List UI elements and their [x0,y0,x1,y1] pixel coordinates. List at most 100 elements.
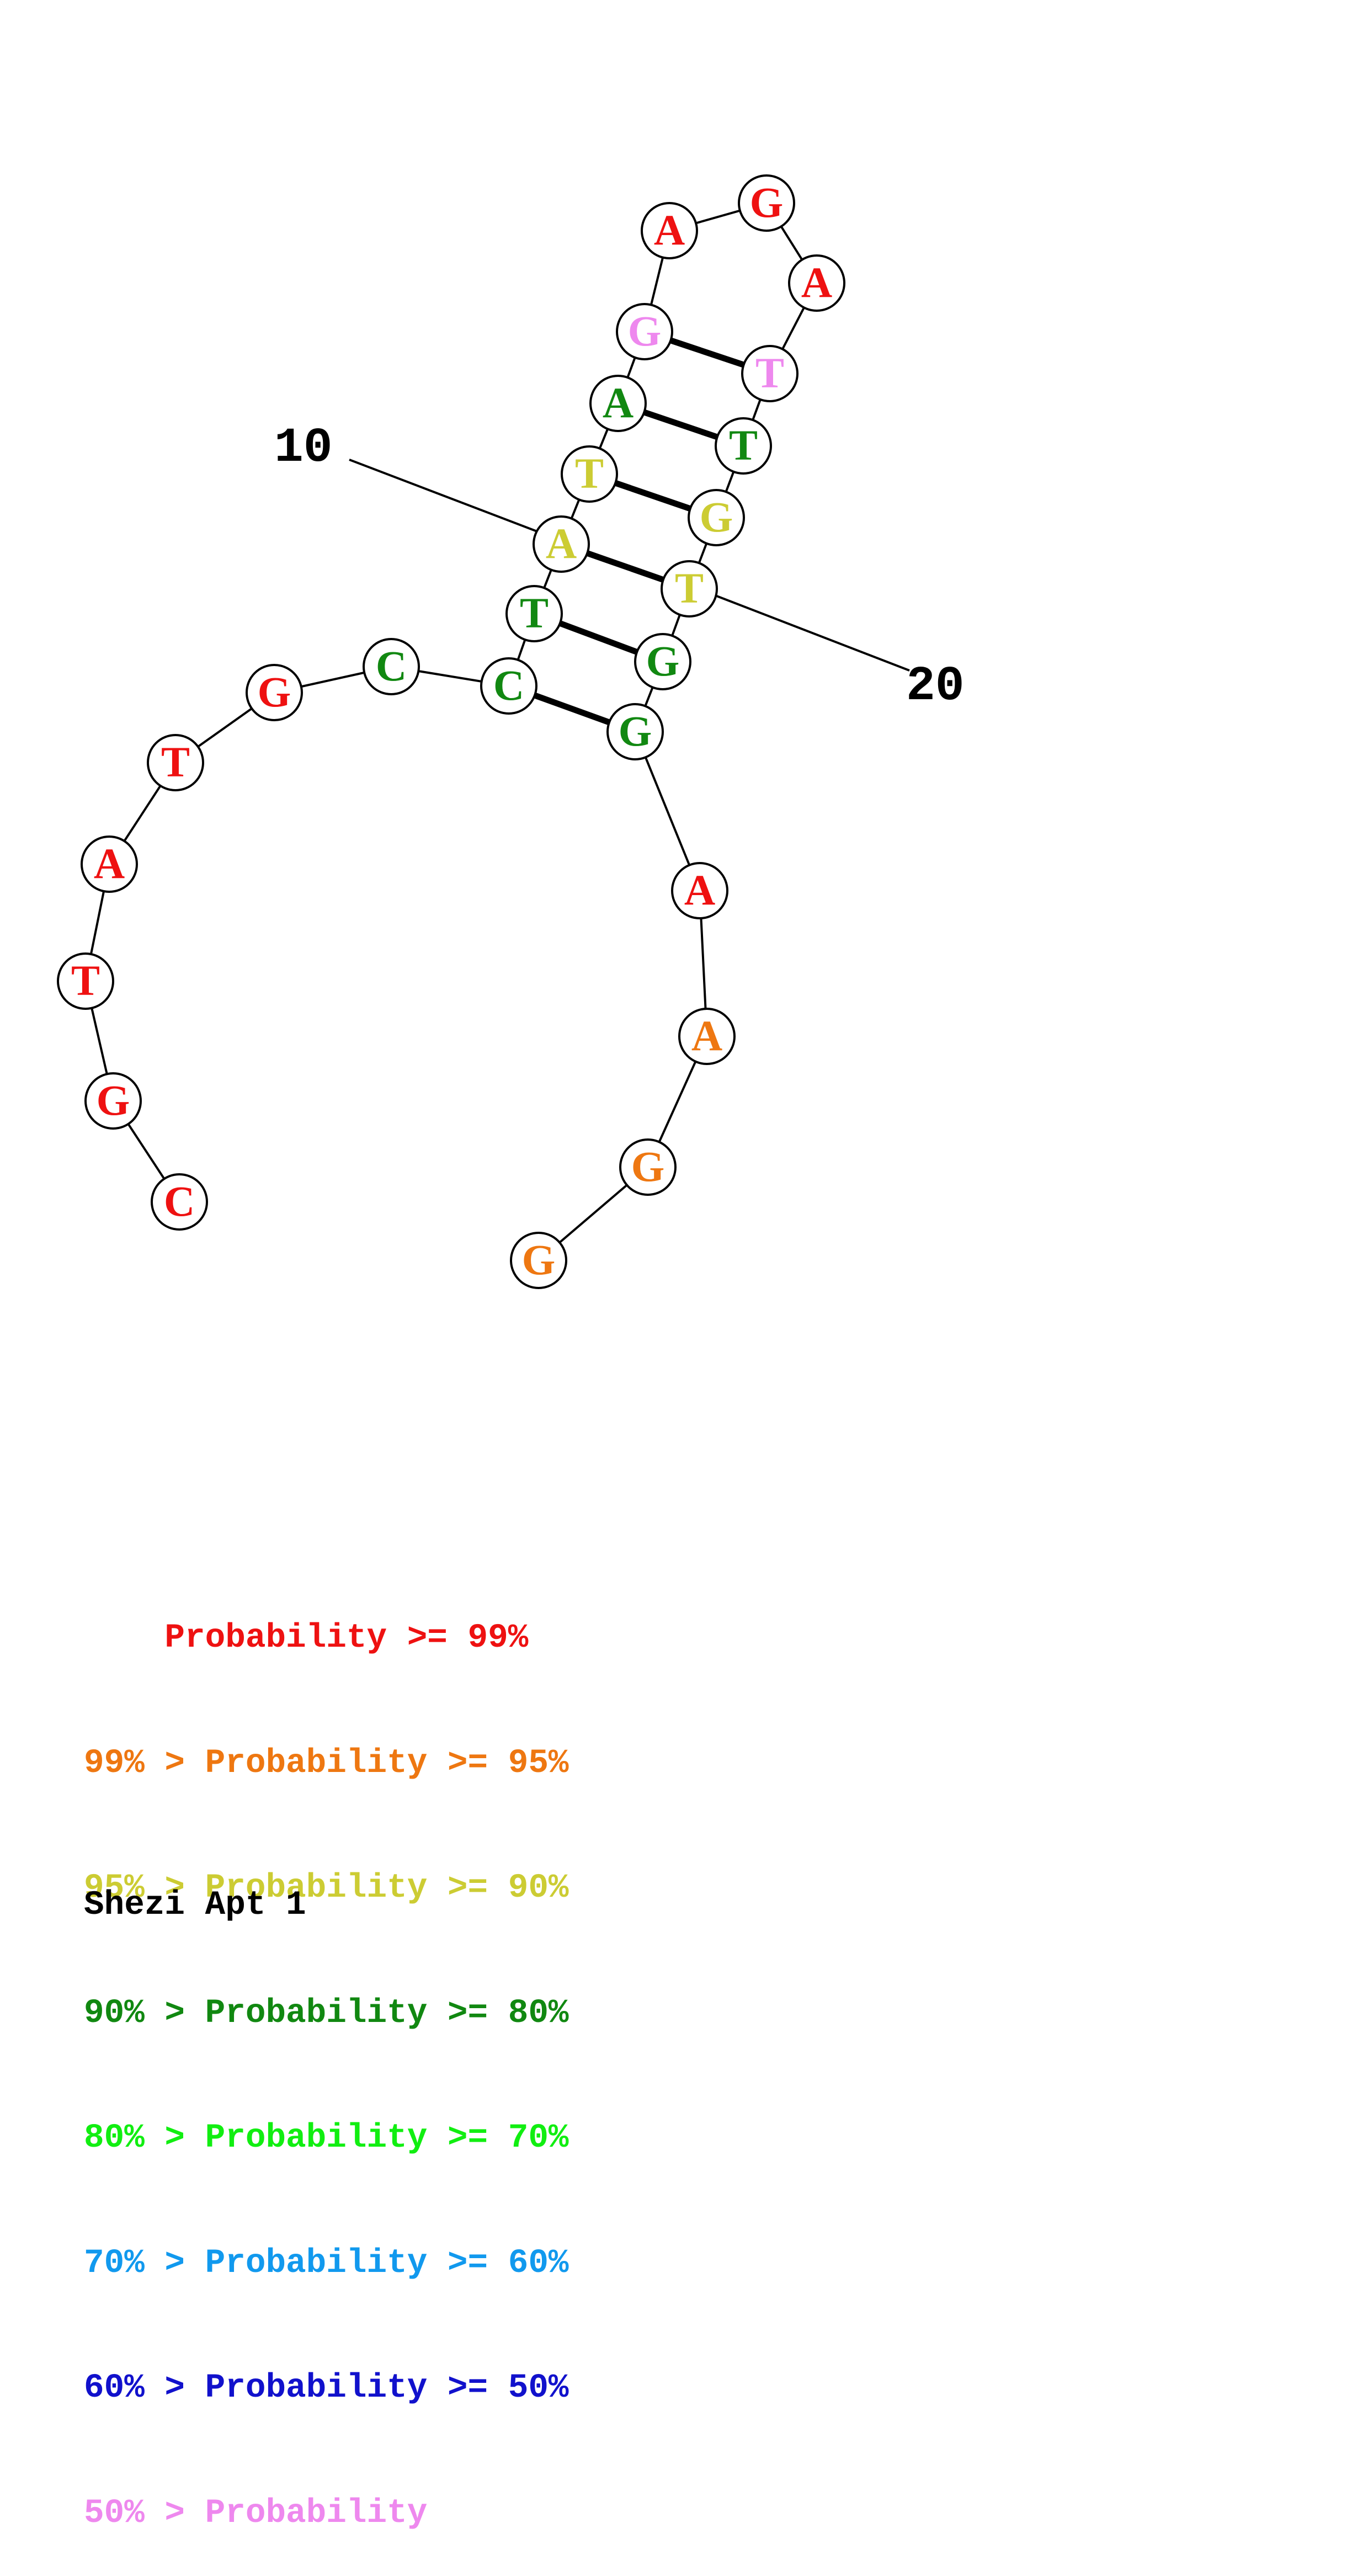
legend-entry-60: 70% > Probability >= 60% [84,2244,569,2282]
nucleotide-base-letter: T [729,421,758,469]
nucleotide-16: A [788,254,845,312]
nucleotide-15: G [738,174,795,232]
nucleotide-26: G [510,1232,567,1289]
legend-entry-95: 99% > Probability >= 95% [84,1744,569,1782]
backbone-layer [84,202,818,1262]
nucleotide-18: T [715,417,772,475]
nucleotide-circle [619,1138,677,1196]
base-pair-bond [643,409,718,440]
nucleotide-circle [741,345,799,402]
nucleotide-circle [616,303,673,360]
nucleotide-1: C [151,1173,208,1231]
nucleotide-22: G [606,703,664,760]
nucleotide-circle [246,664,303,721]
nucleotide-base-letter: A [801,258,832,306]
nucleotide-circle [589,375,647,432]
nucleotide-circle [661,560,718,618]
nucleotide-base-letter: A [654,206,685,254]
nucleotide-base-letter: G [750,178,784,226]
nucleotide-25: G [619,1138,677,1196]
nucleotide-12: A [589,375,647,432]
nucleotide-base-letter: G [646,637,680,685]
nucleotide-base-letter: A [684,866,715,914]
base-pair-bond [669,337,745,368]
legend-entry-90: 95% > Probability >= 90% [84,1869,569,1907]
nucleotide-base-letter: T [520,589,549,637]
nucleotide-base-letter: G [700,493,733,541]
nucleotide-circle [147,734,204,791]
nucleotide-base-letter: A [546,519,577,567]
nucleotide-3: T [57,952,114,1010]
nucleotide-9: T [505,585,563,642]
legend-entry-below-50: 50% > Probability [84,2494,428,2532]
nucleotide-base-letter: T [755,349,784,397]
nucleotide-circle [671,862,728,919]
position-20-label: 20 [906,659,965,714]
position-20-leader-line [715,594,910,672]
position-10-leader-line [349,459,558,540]
nucleotide-circle [81,835,138,893]
nucleotide-14: A [641,202,698,259]
nucleotide-19: G [688,489,745,546]
legend-entry-80: 90% > Probability >= 80% [84,1994,569,2032]
nucleotide-base-letter: G [631,1142,665,1190]
nucleotide-circle [510,1232,567,1289]
nucleotide-base-letter: T [71,956,100,1004]
nucleotide-base-letter: T [161,738,190,786]
nucleotide-circle [634,633,691,690]
nucleotide-24: A [678,1008,736,1065]
base-pair-bond [558,620,638,655]
legend-entry-99: Probability >= 99% [84,1619,529,1657]
nucleotide-7: C [363,638,420,695]
nucleotide-circle [641,202,698,259]
nucleotide-circle [788,254,845,312]
nucleotide-circle [57,952,114,1010]
base-pair-layer [534,337,745,726]
position-label-layer: 10 20 [274,421,965,714]
nucleotide-4: A [81,835,138,893]
nucleotide-8: C [480,657,537,715]
nucleotide-base-letter: G [619,707,652,755]
nucleotide-circle [688,489,745,546]
position-10-label: 10 [274,421,333,476]
nucleotide-base-letter: A [94,839,125,887]
nucleotide-6: G [246,664,303,721]
nucleotide-circle [480,657,537,715]
nucleotide-base-letter: T [675,564,704,612]
nucleotide-circle [606,703,664,760]
nucleotide-17: T [741,345,799,402]
nucleotide-base-letter: G [522,1236,556,1284]
nucleotide-10: A [533,515,590,573]
nucleotide-base-letter: G [628,307,662,355]
nucleotide-circle [533,515,590,573]
nucleotide-circle [715,417,772,475]
nucleotide-circle [561,445,618,503]
probability-legend: Probability >= 99% 99% > Probability >= … [84,1534,569,2576]
nucleotide-base-letter: T [575,449,604,497]
base-pair-bond [614,480,691,512]
nucleotide-base-letter: G [258,668,291,716]
legend-entry-70: 80% > Probability >= 70% [84,2119,569,2157]
legend-entry-50: 60% > Probability >= 50% [84,2369,569,2407]
nucleotide-21: G [634,633,691,690]
nucleotide-23: A [671,862,728,919]
nucleotide-2: G [84,1072,142,1130]
nucleotide-circle [363,638,420,695]
nucleotide-base-letter: A [603,379,634,427]
nucleotide-20: T [661,560,718,618]
nucleotide-circle [84,1072,142,1130]
base-pair-bond [586,550,664,583]
nucleotide-circle [738,174,795,232]
nucleotide-circle [151,1173,208,1231]
nucleotide-base-letter: G [97,1076,130,1124]
nucleotide-circle [505,585,563,642]
nucleotide-base-letter: C [493,661,524,709]
nucleotide-base-letter: C [164,1177,195,1225]
structure-caption: Shezi Apt 1 [84,1886,306,1924]
nucleotide-base-letter: A [691,1012,722,1060]
nucleotide-circle [678,1008,736,1065]
nucleotide-base-letter: C [376,642,407,690]
nucleotide-11: T [561,445,618,503]
